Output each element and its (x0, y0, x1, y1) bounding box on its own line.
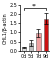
Bar (29, 43, 33, 51)
Text: **: ** (32, 3, 37, 8)
Bar (44, 19, 48, 51)
Y-axis label: CHL1/β-actin: CHL1/β-actin (3, 12, 8, 44)
Bar (36, 33, 41, 51)
Bar (22, 47, 26, 51)
